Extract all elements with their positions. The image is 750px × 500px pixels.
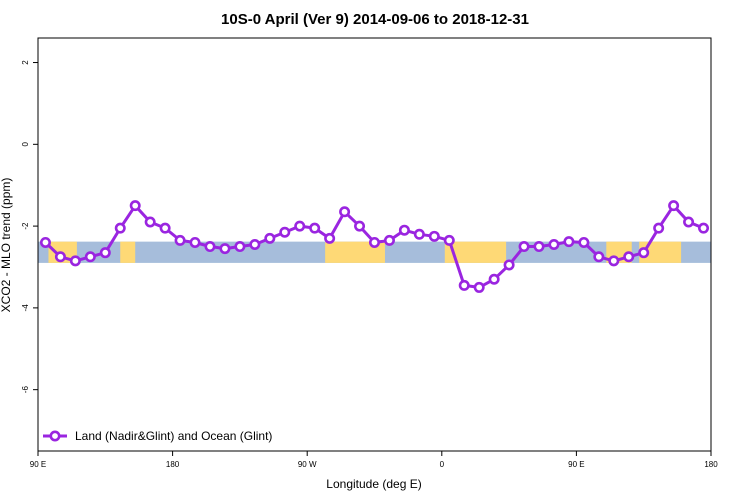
legend-marker-swatch: [49, 430, 61, 442]
data-point: [129, 200, 141, 212]
data-point: [234, 241, 246, 253]
data-point: [39, 236, 51, 248]
data-point: [354, 220, 366, 232]
data-point: [264, 232, 276, 244]
data-point: [54, 251, 66, 263]
data-point: [443, 234, 455, 246]
data-point: [413, 228, 425, 240]
x-axis-label: Longitude (deg E): [326, 477, 421, 491]
data-point: [368, 236, 380, 248]
data-point: [249, 239, 261, 251]
data-point: [339, 206, 351, 218]
data-point: [114, 222, 126, 234]
data-point: [398, 224, 410, 236]
x-axis: 90 E 180 90 W 0 90 E 180: [30, 451, 718, 469]
data-point: [99, 247, 111, 259]
data-point: [638, 247, 650, 259]
land-region: [325, 241, 385, 263]
data-point: [189, 236, 201, 248]
data-point: [428, 230, 440, 242]
data-point: [503, 259, 515, 271]
data-point: [668, 200, 680, 212]
series-points-group: [39, 200, 710, 293]
data-point: [518, 241, 530, 253]
data-point: [608, 255, 620, 267]
x-tick-label: 90 W: [298, 460, 317, 469]
chart-title: 10S-0 April (Ver 9) 2014-09-06 to 2018-1…: [221, 11, 529, 28]
data-point: [309, 222, 321, 234]
data-point: [204, 241, 216, 253]
data-point: [563, 236, 575, 248]
x-tick-label: 180: [166, 460, 180, 469]
x-tick-label: 90 E: [568, 460, 584, 469]
y-tick-label: -4: [21, 304, 30, 312]
y-tick-label: -2: [21, 222, 30, 230]
data-point: [324, 232, 336, 244]
data-point: [473, 281, 485, 293]
x-tick-label: 0: [440, 460, 445, 469]
plot-frame: [37, 37, 712, 452]
data-point: [84, 251, 96, 263]
data-point: [698, 222, 710, 234]
legend: Land (Nadir&Glint) and Ocean (Glint): [43, 429, 272, 443]
x-tick-label: 90 E: [30, 460, 46, 469]
data-point: [683, 216, 695, 228]
data-point: [219, 243, 231, 255]
data-point: [578, 236, 590, 248]
data-point: [174, 234, 186, 246]
y-axis-label: XCO2 - MLO trend (ppm): [0, 178, 13, 313]
y-tick-label: 0: [21, 142, 30, 147]
data-point: [279, 226, 291, 238]
data-point: [488, 273, 500, 285]
data-point: [653, 222, 665, 234]
data-point: [69, 255, 81, 267]
y-axis: 2 0 -2 -4 -6: [21, 60, 38, 393]
data-point: [159, 222, 171, 234]
data-point: [593, 251, 605, 263]
data-point: [294, 220, 306, 232]
data-point: [623, 251, 635, 263]
legend-label: Land (Nadir&Glint) and Ocean (Glint): [75, 429, 272, 443]
land-region: [639, 241, 682, 263]
land-region: [444, 241, 507, 263]
y-tick-label: 2: [21, 60, 30, 65]
data-point: [458, 279, 470, 291]
data-point: [548, 239, 560, 251]
y-tick-label: -6: [21, 386, 30, 394]
data-point: [533, 241, 545, 253]
data-point: [144, 216, 156, 228]
land-region: [120, 241, 136, 263]
x-tick-label: 180: [704, 460, 718, 469]
data-point: [383, 234, 395, 246]
